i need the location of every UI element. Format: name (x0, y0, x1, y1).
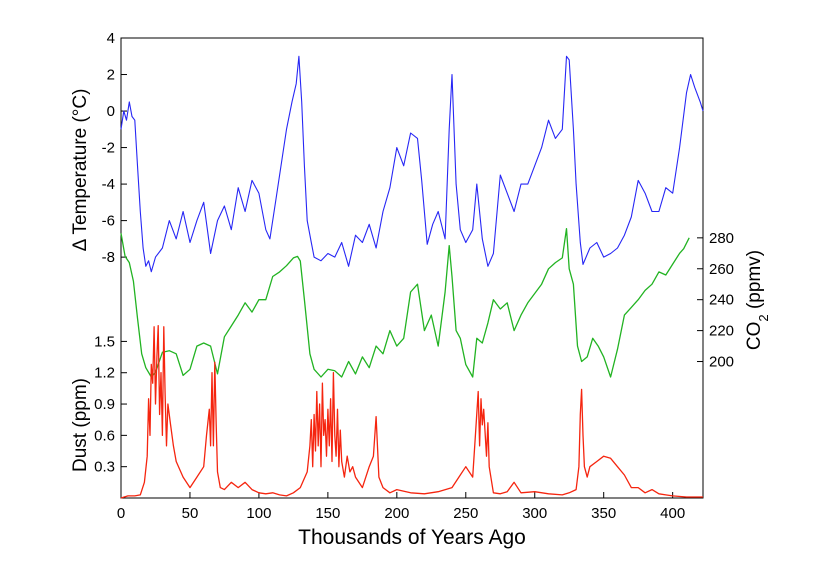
dust-y-tick-label: 0.9 (94, 396, 115, 413)
series-group (120, 55, 704, 499)
x-tick-label: 350 (591, 505, 616, 522)
tick-marks (120, 37, 703, 498)
temperature-series-line (120, 55, 704, 273)
x-tick-label: 250 (453, 505, 478, 522)
co2-y-tick-label: 240 (709, 292, 734, 309)
dust-y-tick-label: 0.6 (94, 427, 115, 444)
x-tick-label: 300 (522, 505, 547, 522)
temperature-y-tick-label: 0 (107, 103, 115, 120)
temperature-y-tick-label: 2 (107, 67, 115, 84)
co2-y-tick-label: 260 (709, 261, 734, 278)
x-tick-label: 100 (246, 505, 271, 522)
x-tick-label: 0 (117, 505, 125, 522)
x-axis-title: Thousands of Years Ago (298, 526, 526, 549)
dust-y-tick-label: 1.2 (94, 365, 115, 382)
temperature-y-tick-label: 4 (107, 30, 115, 47)
dust-series-line (120, 325, 703, 499)
temperature-y-tick-label: -2 (102, 140, 115, 157)
co2-y-tick-label: 200 (709, 354, 734, 371)
x-tick-label: 400 (660, 505, 685, 522)
co2-y-tick-label: 280 (709, 230, 734, 247)
co2-y-tick-label: 220 (709, 323, 734, 340)
co2-series-line (120, 227, 690, 378)
tick-labels: 0 50 100 150 200 250 300 350 400 -8 -6 -4 -2 0 2 4 200 22… (94, 30, 734, 522)
temperature-y-tick-label: -6 (102, 213, 115, 230)
dust-y-tick-label: 0.3 (94, 459, 115, 476)
temperature-y-tick-label: -8 (102, 249, 115, 266)
y-axis-title-temperature: Δ Temperature (°C) (70, 89, 91, 252)
plot-frame (120, 37, 704, 499)
y-axis-title-co2: CO2 (ppmv) (744, 250, 771, 350)
y-axis-title-dust: Dust (ppm) (70, 378, 91, 472)
x-tick-label: 50 (182, 505, 199, 522)
x-tick-label: 150 (315, 505, 340, 522)
x-tick-label: 200 (384, 505, 409, 522)
dust-y-tick-label: 1.5 (94, 333, 115, 350)
temperature-y-tick-label: -4 (102, 176, 115, 193)
